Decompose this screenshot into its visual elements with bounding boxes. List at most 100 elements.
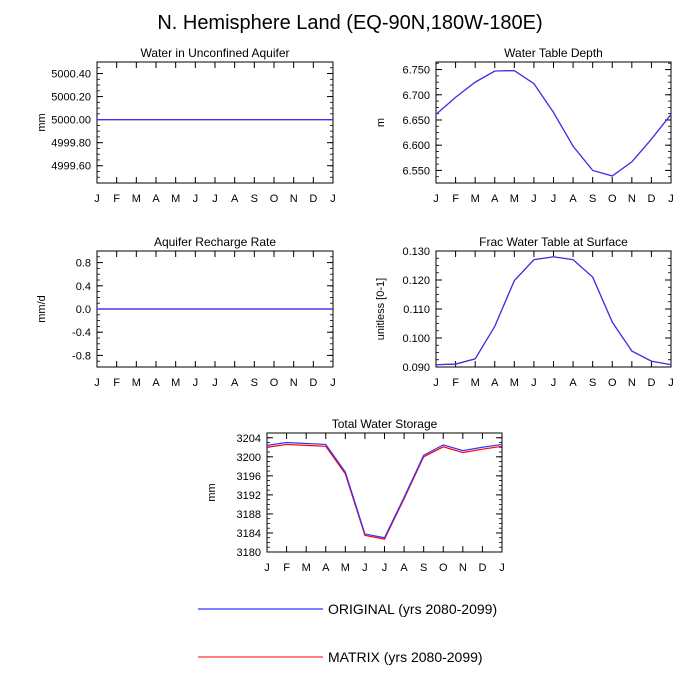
legend-label-matrix: MATRIX (yrs 2080-2099): [328, 649, 483, 665]
legend-label-original: ORIGINAL (yrs 2080-2099): [328, 601, 497, 617]
x-tick-label: J: [264, 562, 270, 574]
y-tick-label: 0.120: [402, 275, 430, 287]
x-tick-label: A: [231, 377, 239, 389]
y-tick-label: 6.550: [402, 165, 430, 177]
x-tick-label: A: [569, 377, 577, 389]
x-tick-label: N: [290, 377, 298, 389]
y-tick-label: 5000.20: [51, 92, 91, 104]
x-tick-label: F: [452, 377, 459, 389]
x-tick-label: F: [113, 377, 120, 389]
x-tick-label: D: [647, 377, 655, 389]
x-tick-label: A: [400, 562, 408, 574]
x-tick-label: D: [309, 377, 317, 389]
x-tick-label: A: [152, 193, 160, 205]
x-tick-label: J: [193, 193, 199, 205]
x-tick-label: M: [132, 193, 141, 205]
x-tick-label: M: [132, 377, 141, 389]
x-tick-label: J: [212, 377, 218, 389]
y-tick-label: -0.8: [72, 350, 91, 362]
y-tick-label: 4999.60: [51, 161, 91, 173]
chart-title: Frac Water Table at Surface: [479, 235, 628, 249]
x-tick-label: N: [459, 562, 467, 574]
series-line-original: [435, 69, 672, 177]
x-tick-label: J: [668, 193, 674, 205]
x-tick-label: O: [270, 193, 279, 205]
y-tick-label: 0.8: [76, 258, 91, 270]
x-tick-label: A: [231, 193, 239, 205]
y-tick-label: 3180: [237, 547, 261, 559]
chart-title: Water in Unconfined Aquifer: [141, 46, 290, 60]
y-tick-label: 5000.40: [51, 69, 91, 81]
x-tick-label: S: [251, 193, 258, 205]
x-tick-label: D: [478, 562, 486, 574]
x-tick-label: J: [94, 193, 100, 205]
x-tick-label: J: [531, 377, 537, 389]
series-line-original: [435, 256, 672, 366]
x-tick-label: M: [302, 562, 311, 574]
y-tick-label: -0.4: [72, 327, 91, 339]
x-tick-label: F: [283, 562, 290, 574]
x-tick-label: J: [382, 562, 388, 574]
x-tick-label: O: [608, 377, 617, 389]
x-tick-label: J: [433, 377, 439, 389]
y-tick-label: 0.090: [402, 362, 430, 374]
x-tick-label: J: [362, 562, 368, 574]
x-tick-label: A: [491, 193, 499, 205]
y-axis-label: mm: [36, 113, 48, 131]
x-tick-label: M: [510, 377, 519, 389]
x-tick-label: J: [668, 377, 674, 389]
x-tick-label: S: [589, 377, 596, 389]
x-tick-label: J: [193, 377, 199, 389]
plot-frame: [435, 61, 672, 184]
x-tick-label: M: [471, 193, 480, 205]
y-axis-label: unitless [0-1]: [375, 278, 387, 340]
y-tick-label: 0.130: [402, 246, 430, 258]
plot-frame: [435, 250, 672, 368]
x-tick-label: N: [628, 377, 636, 389]
y-axis-label: mm/d: [36, 295, 48, 323]
series-line-matrix: [435, 69, 672, 177]
plot-frame: [96, 61, 334, 184]
series-line-matrix: [266, 443, 503, 540]
x-tick-label: D: [647, 193, 655, 205]
x-tick-label: J: [499, 562, 505, 574]
page-title: N. Hemisphere Land (EQ-90N,180W-180E): [157, 12, 543, 34]
y-tick-label: 6.700: [402, 90, 430, 102]
y-tick-label: 3204: [237, 433, 261, 445]
x-tick-label: J: [212, 193, 218, 205]
chart-title: Water Table Depth: [504, 46, 603, 60]
series-line-original: [266, 441, 503, 539]
x-tick-label: J: [330, 193, 336, 205]
x-tick-label: J: [330, 377, 336, 389]
x-tick-label: S: [420, 562, 427, 574]
x-tick-label: F: [452, 193, 459, 205]
y-tick-label: 0.4: [76, 281, 91, 293]
x-tick-label: M: [171, 193, 180, 205]
y-axis-label: mm: [206, 483, 218, 501]
x-tick-label: D: [309, 193, 317, 205]
x-tick-label: N: [628, 193, 636, 205]
y-tick-label: 6.650: [402, 115, 430, 127]
x-tick-label: J: [551, 193, 557, 205]
x-tick-label: M: [341, 562, 350, 574]
x-tick-label: A: [491, 377, 499, 389]
x-tick-label: J: [551, 377, 557, 389]
x-tick-label: J: [433, 193, 439, 205]
y-tick-label: 0.0: [76, 304, 91, 316]
x-tick-label: S: [589, 193, 596, 205]
x-tick-label: N: [290, 193, 298, 205]
x-tick-label: J: [94, 377, 100, 389]
y-tick-label: 3188: [237, 509, 261, 521]
y-tick-label: 0.100: [402, 333, 430, 345]
chart-title: Total Water Storage: [332, 417, 438, 431]
x-tick-label: O: [439, 562, 448, 574]
x-tick-label: A: [152, 377, 160, 389]
y-tick-label: 0.110: [403, 304, 430, 316]
y-axis-label: m: [375, 118, 387, 127]
